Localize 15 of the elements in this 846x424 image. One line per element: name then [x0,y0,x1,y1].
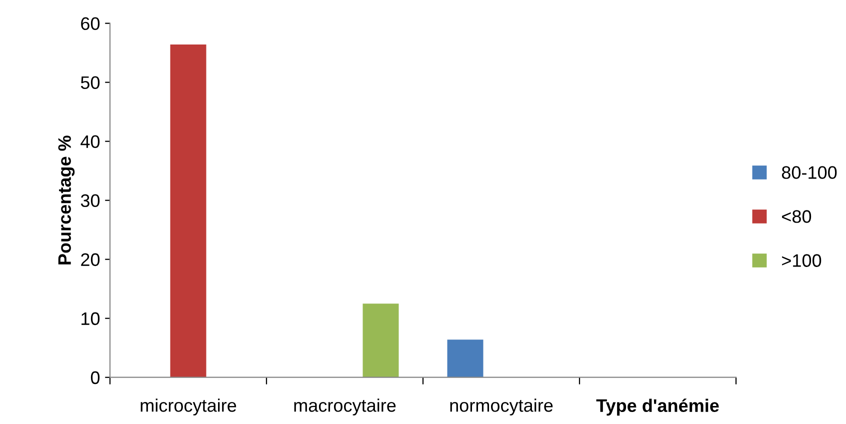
y-axis-title: Pourcentage % [58,136,75,264]
x-tick-label: macrocytaire [294,398,396,416]
y-tick-label: 0 [90,371,100,384]
y-tick-label: 40 [80,135,100,148]
y-tick-label: 10 [82,312,100,326]
x-tick-label: normocytaire [450,398,553,416]
x-tick-label: microcytaire [140,398,236,416]
legend-label: >100 [782,254,822,267]
x-axis-title: Type d'anémie [596,398,719,416]
y-tick-label: 30 [80,194,100,208]
legend-label: 80-100 [782,166,837,179]
y-tick-label: 20 [81,253,100,266]
legend-label: <80 [782,210,812,223]
y-tick-label: 60 [81,17,100,30]
y-tick-label: 50 [80,76,100,90]
